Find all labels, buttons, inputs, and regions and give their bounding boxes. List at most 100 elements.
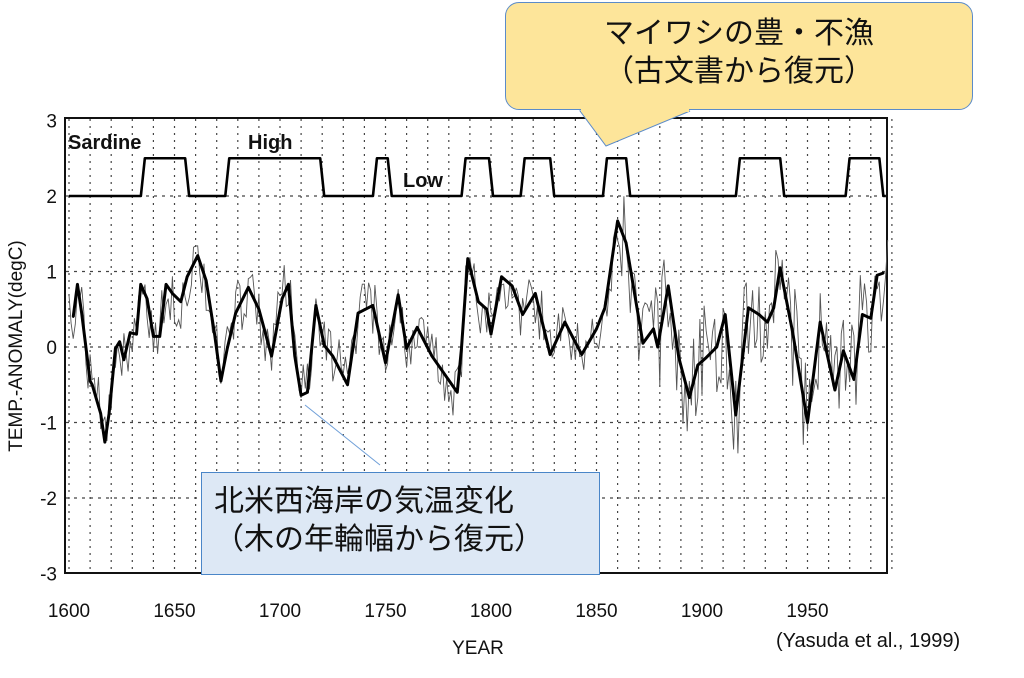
temperature-point <box>443 372 446 376</box>
temperature-point <box>122 358 126 362</box>
temp-callout-pointer <box>304 404 381 466</box>
temperature-point <box>299 394 303 397</box>
temperature-point <box>477 300 480 303</box>
temperature-point <box>287 283 290 286</box>
x-tick-label: 1850 <box>575 601 617 622</box>
temperature-point <box>118 340 121 343</box>
temperature-point <box>460 347 463 350</box>
temperature-point <box>616 219 619 223</box>
temperature-point <box>88 379 92 383</box>
temperature-point <box>757 313 761 316</box>
temperature-point <box>257 308 261 311</box>
temperature-point <box>185 275 189 278</box>
temperature-point <box>171 292 174 295</box>
temperature-point <box>534 292 537 295</box>
temperature-point <box>234 311 237 315</box>
temperature-point <box>346 383 349 386</box>
temperature-point <box>833 388 837 392</box>
temperature-point <box>510 284 514 288</box>
temperature-point <box>500 275 503 278</box>
callout-line: （古文書から復元） <box>604 54 874 89</box>
temperature-point <box>280 297 284 300</box>
y-tick-label: 1 <box>46 263 57 284</box>
temperature-point <box>405 347 408 350</box>
y-tick-label: -1 <box>40 414 57 435</box>
temperature-point <box>139 283 142 286</box>
temperature-point <box>91 383 94 386</box>
temperature-point <box>204 279 208 282</box>
temp-source-callout: 北米西海岸の気温変化 （木の年輪幅から復元） <box>201 472 600 575</box>
temperature-point <box>766 320 769 324</box>
temperature-point <box>624 241 628 245</box>
temperature-point <box>875 274 879 277</box>
temperature-point <box>80 311 83 315</box>
axis-ticks: 3 2 1 0 -1 -2 -3 1600 1650 1700 1750 1800 1850 1900 19… <box>40 112 829 623</box>
temperature-point <box>145 297 149 300</box>
x-tick-label: 1750 <box>364 601 406 622</box>
temperature-point <box>806 421 809 424</box>
x-tick-label: 1900 <box>681 601 723 622</box>
temperature-point <box>466 257 469 260</box>
temperature-point <box>818 320 822 324</box>
temperature-point <box>677 356 680 359</box>
high-label: High <box>248 132 292 154</box>
temperature-point <box>179 300 183 303</box>
temperature-point <box>152 335 155 338</box>
temperature-point <box>485 308 488 311</box>
temperature-point <box>314 304 318 307</box>
y-tick-label: 3 <box>46 112 57 133</box>
citation: (Yasuda et al., 1999) <box>776 630 961 652</box>
temperature-point <box>196 254 199 257</box>
temperature-point <box>103 440 107 444</box>
temperature-point <box>489 332 493 336</box>
y-tick-label: 0 <box>46 338 57 359</box>
temperature-point <box>371 304 375 307</box>
x-tick-label: 1600 <box>48 601 90 622</box>
temperature-point <box>882 271 885 275</box>
temperature-point <box>270 354 273 358</box>
temperature-point <box>715 345 718 349</box>
temperature-point <box>456 391 459 394</box>
temperature-point <box>852 378 856 381</box>
temperature-point <box>724 313 727 316</box>
temperature-point <box>656 345 659 349</box>
smoothed-temperature-line <box>71 219 884 444</box>
callout-join <box>581 108 689 112</box>
y-tick-label: 2 <box>46 187 57 208</box>
temperature-point <box>135 332 138 336</box>
temperature-point <box>114 347 117 350</box>
temperature-point <box>384 361 387 365</box>
temperature-point <box>219 379 223 383</box>
temperature-point <box>603 306 607 309</box>
y-tick-label: -2 <box>40 489 57 510</box>
temperature-point <box>688 396 691 399</box>
temperature-point <box>734 413 737 417</box>
temperature-point <box>430 354 434 358</box>
temperature-point <box>548 353 552 356</box>
temperature-point <box>415 326 419 329</box>
temperature-point <box>99 412 102 415</box>
temperature-point <box>580 353 583 356</box>
temperature-point <box>128 331 132 334</box>
x-axis-label: YEAR <box>452 638 504 659</box>
temperature-point <box>842 349 845 352</box>
temperature-point <box>356 311 360 315</box>
temperature-point <box>164 283 168 286</box>
x-tick-label: 1950 <box>786 601 828 622</box>
low-label: Low <box>403 170 443 192</box>
temperature-point <box>158 335 161 338</box>
temperature-point <box>396 293 400 297</box>
sardine-catch-step-line <box>69 156 886 198</box>
temperature-point <box>667 284 670 288</box>
x-tick-label: 1650 <box>153 601 195 622</box>
temperature-point <box>521 313 524 316</box>
x-tick-label: 1800 <box>470 601 512 622</box>
temperature-point <box>791 331 794 334</box>
temperature-point <box>861 313 864 316</box>
temperature-point <box>293 354 296 358</box>
x-tick-label: 1700 <box>259 601 301 622</box>
callout-line: （木の年輪幅から復元） <box>214 522 544 557</box>
temperature-point <box>76 283 79 286</box>
